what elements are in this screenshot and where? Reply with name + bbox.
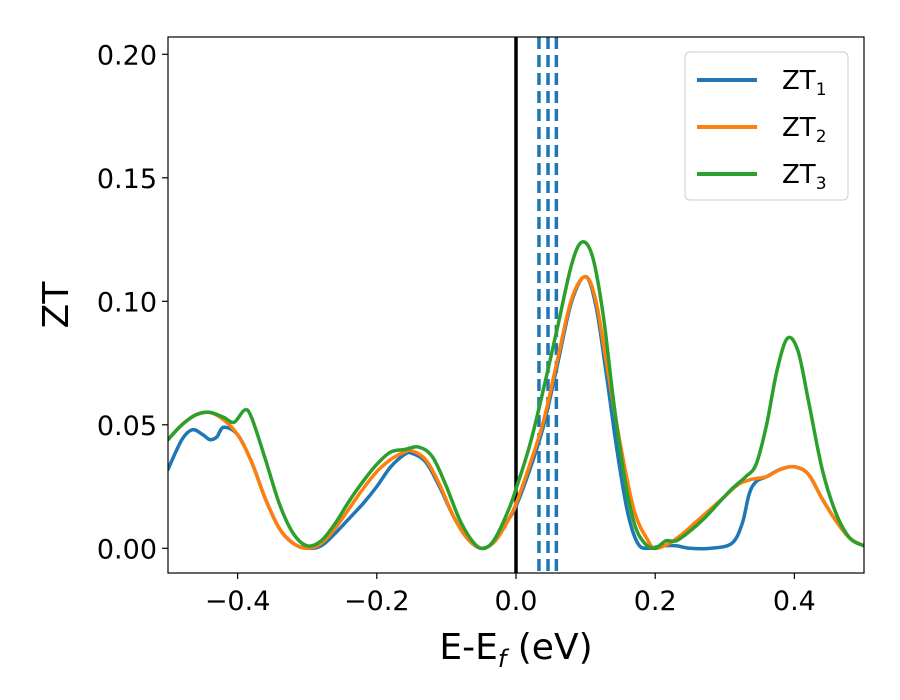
y-tick-label: 0.05 [97,411,157,442]
y-tick-label: 0.10 [97,287,157,318]
series-lines [168,240,864,551]
x-axis-ticks: −0.4 −0.2 0.0 0.2 0.4 [205,573,816,617]
x-tick-label: −0.4 [205,586,271,617]
x-tick-label: −0.2 [344,586,410,617]
x-axis-title: E-Ef (eV) [439,627,592,673]
y-tick-label: 0.20 [97,40,157,71]
y-tick-label: 0.15 [97,164,157,195]
series-line-zt3 [168,240,864,551]
x-tick-label: 0.2 [634,586,677,617]
legend: ZT1 ZT2 ZT3 [684,51,849,201]
x-tick-label: 0.4 [773,586,816,617]
y-axis-title: ZT [36,281,77,329]
legend-box [684,51,849,201]
legend-label-zt1: ZT1 [782,66,827,100]
y-tick-label: 0.00 [97,534,157,565]
legend-label-zt3: ZT3 [782,160,827,194]
y-axis-ticks: 0.00 0.05 0.10 0.15 0.20 [97,40,168,565]
legend-label-zt2: ZT2 [782,113,827,147]
x-tick-label: 0.0 [495,586,538,617]
